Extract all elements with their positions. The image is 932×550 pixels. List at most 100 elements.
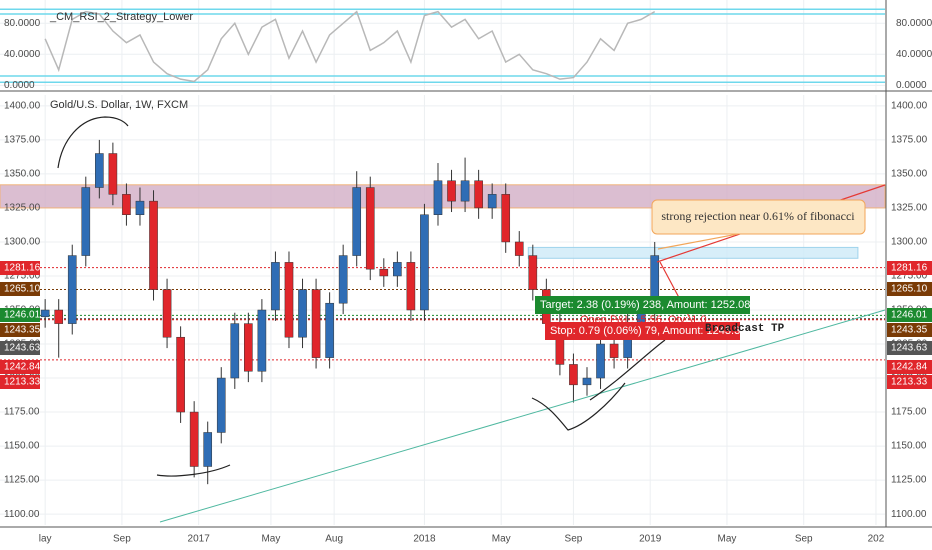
- price-label-box: [887, 261, 932, 275]
- price-label: 1243.35: [891, 325, 928, 336]
- candle-body: [67, 255, 77, 324]
- candle-body: [271, 262, 280, 311]
- candle-body: [325, 302, 334, 358]
- candle-body: [244, 323, 253, 372]
- callout-box: [651, 199, 866, 235]
- candle-body: [406, 262, 416, 311]
- chart-title: Gold/U.S. Dollar, 1W, FXCM: [50, 99, 188, 111]
- y-tick-label: 1400.00: [4, 101, 41, 112]
- y-tick-label: 1350.00: [4, 169, 41, 180]
- candle-body: [135, 200, 145, 215]
- y-tick-label: 1125.00: [4, 475, 40, 486]
- price-label: 1281.16: [4, 263, 41, 274]
- candle-body: [122, 194, 131, 215]
- x-tick-label: Sep: [113, 534, 131, 545]
- price-label-box: [0, 341, 40, 355]
- candle-body: [298, 289, 307, 338]
- candle-body: [230, 323, 240, 379]
- candle-body: [95, 153, 104, 188]
- x-tick-label: 2019: [639, 534, 662, 545]
- candle-body: [203, 432, 213, 467]
- price-label-box: [887, 282, 932, 296]
- candle-body: [569, 364, 578, 386]
- candle-body: [393, 262, 402, 277]
- y-tick-label: 1325.00: [4, 203, 41, 214]
- candle-body: [460, 180, 470, 202]
- zone: [527, 246, 859, 259]
- price-label-box: [887, 341, 932, 355]
- stop-box: [545, 322, 740, 340]
- y-tick-label: 1150.00: [891, 441, 927, 452]
- price-label-box: [887, 360, 932, 374]
- price-label: 1281.16: [891, 263, 928, 274]
- candle-body: [149, 200, 158, 290]
- freehand: [531, 382, 626, 431]
- candle-body: [609, 343, 619, 358]
- x-tick-label: May: [492, 534, 511, 545]
- candle-body: [420, 214, 429, 311]
- x-tick-label: Sep: [795, 534, 813, 545]
- price-label: 1243.63: [4, 343, 41, 354]
- y-tick-label: 1300.00: [891, 237, 928, 248]
- candle-body: [40, 309, 50, 318]
- candle-body: [365, 187, 375, 270]
- candle-body: [582, 377, 592, 386]
- price-label-box: [0, 261, 40, 275]
- y-tick-label: 40.0000: [4, 49, 41, 60]
- price-label: 1246.01: [891, 310, 928, 321]
- candle-body: [176, 336, 185, 413]
- price-label: 1265.10: [891, 284, 928, 295]
- candle-body: [189, 411, 199, 467]
- price-label: 1246.01: [4, 310, 41, 321]
- callout-text: strong rejection near 0.61% of fibonacci: [661, 209, 855, 223]
- y-tick-label: 1375.00: [4, 135, 41, 146]
- candle-body: [528, 255, 538, 290]
- candle-body: [257, 309, 267, 372]
- price-label: 1243.35: [4, 325, 41, 336]
- freehand: [57, 116, 129, 169]
- stop-text: Stop: 0.79 (0.06%) 79, Amount: 1243.36: [550, 325, 746, 337]
- y-tick-label: 40.0000: [896, 49, 932, 60]
- candle-body: [487, 194, 497, 209]
- candle-body: [352, 187, 362, 256]
- indicator-title: _CM_RSI_2_Strategy_Lower: [49, 11, 193, 23]
- price-label-box: [0, 308, 40, 322]
- candle-body: [379, 268, 389, 277]
- indicator-line: [44, 10, 656, 83]
- y-tick-label: 80.0000: [4, 18, 41, 29]
- price-label-box: [0, 282, 40, 296]
- broadcast-text: Broadcast TP: [705, 323, 785, 335]
- price-label-box: [0, 323, 40, 337]
- price-label-box: [887, 308, 932, 322]
- x-tick-label: May: [718, 534, 737, 545]
- price-lines: [0, 267, 885, 361]
- candle-body: [311, 289, 321, 358]
- candle-body: [54, 309, 64, 324]
- candle-body: [474, 180, 483, 209]
- candle-body: [596, 343, 605, 379]
- candle-body: [447, 180, 456, 202]
- y-tick-label: 1350.00: [891, 169, 928, 180]
- y-tick-label: 1150.00: [4, 441, 40, 452]
- candle-body: [284, 262, 294, 338]
- y-tick-label: 1175.00: [891, 407, 927, 418]
- freehand: [156, 464, 231, 477]
- candle-body: [433, 180, 443, 215]
- candle-body: [81, 187, 91, 256]
- price-label-box: [887, 375, 932, 389]
- y-tick-label: 0.0000: [4, 80, 35, 91]
- y-tick-label: 1100.00: [4, 509, 40, 520]
- y-tick-label: 1325.00: [891, 203, 928, 214]
- x-tick-label: Aug: [325, 534, 343, 545]
- target-box: [535, 296, 750, 314]
- price-label: 1265.10: [4, 284, 41, 295]
- price-label: 1213.33: [4, 377, 41, 388]
- price-label: 1243.63: [891, 343, 928, 354]
- x-tick-label: 202: [868, 534, 885, 545]
- candle-body: [162, 289, 172, 338]
- y-tick-label: 0.0000: [896, 80, 927, 91]
- price-label: 1242.84: [891, 362, 928, 373]
- candle-body: [338, 255, 348, 304]
